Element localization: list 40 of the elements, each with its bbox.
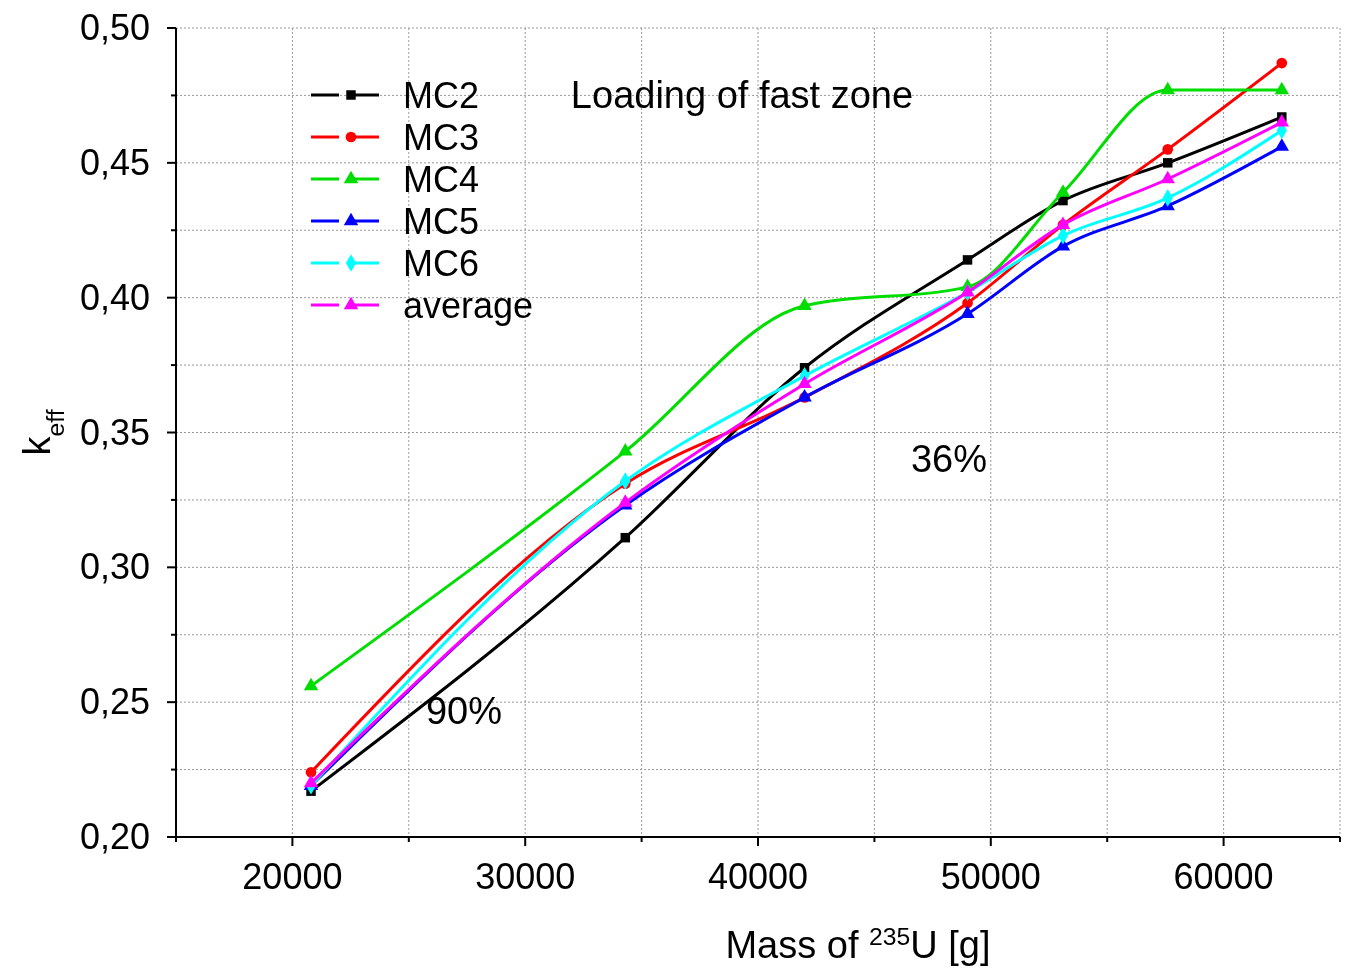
point: [1274, 81, 1290, 95]
text: Loading of fast zone: [570, 74, 914, 116]
y-tick-label: 0,30: [79, 546, 150, 588]
point: [620, 532, 631, 543]
point: [303, 677, 319, 691]
x-tick-label: 20000: [242, 856, 343, 897]
point: [305, 766, 317, 778]
x-axis-title: Mass of $^{235}$U [g]: [725, 922, 991, 966]
legend-label: MC6: [403, 243, 480, 284]
point: [1274, 114, 1290, 127]
point: [1276, 57, 1288, 69]
annotation: 36%: [910, 438, 988, 480]
point: [1162, 144, 1174, 155]
x-tick-label: 60000: [1173, 856, 1274, 897]
point: [960, 305, 975, 319]
legend-label: MC4: [403, 159, 480, 200]
legend-label: average: [403, 285, 534, 326]
point: [1160, 170, 1175, 184]
legend-label: MC3: [403, 117, 480, 158]
y-tick-label: 0,35: [79, 411, 150, 453]
y-tick-label: 0,20: [79, 816, 150, 857]
x-tick-label: 30000: [475, 856, 576, 897]
point: [797, 375, 812, 389]
point: [1160, 81, 1175, 95]
point: [618, 443, 633, 456]
y-tick-label: 0,45: [79, 141, 150, 183]
point: [962, 255, 973, 265]
legend-label: MC2: [403, 75, 480, 116]
point: [1274, 138, 1290, 151]
annotation: 90%: [425, 690, 503, 732]
x-tick-label: 40000: [707, 856, 809, 897]
point: [1162, 158, 1173, 168]
x-tick-label: 50000: [940, 856, 1041, 897]
y-tick-label: 0,40: [79, 276, 150, 318]
point: [960, 283, 975, 297]
point: [797, 297, 812, 310]
legend-label: MC5: [403, 201, 480, 242]
y-tick-label: 0,50: [79, 7, 150, 48]
point: [1055, 184, 1071, 197]
y-tick-label: 0,25: [79, 681, 150, 723]
